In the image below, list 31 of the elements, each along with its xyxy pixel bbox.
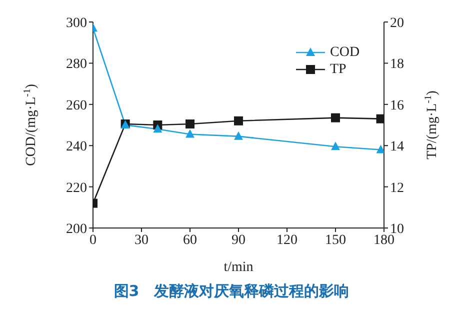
point bbox=[331, 142, 340, 150]
point bbox=[376, 114, 384, 124]
x-tick-label: 120 bbox=[276, 232, 298, 248]
x-axis-title: t/min bbox=[224, 260, 254, 275]
text: 图3 发酵液对厌氧释磷过程的影响 bbox=[112, 282, 350, 301]
y-tick-label: 300 bbox=[66, 16, 87, 31]
y2-tick-label: 16 bbox=[390, 98, 404, 114]
y-tick-label: 260 bbox=[66, 98, 87, 114]
y2-tick-label: 18 bbox=[390, 57, 404, 72]
point bbox=[153, 124, 162, 133]
x-tick-label: 60 bbox=[183, 232, 197, 248]
point bbox=[331, 113, 340, 122]
y-tick-label: 240 bbox=[66, 140, 87, 155]
legend-label: COD bbox=[330, 45, 360, 60]
y2-tick-label: 14 bbox=[390, 140, 404, 155]
point bbox=[234, 131, 243, 140]
x-tick-label: 180 bbox=[374, 232, 394, 248]
point bbox=[186, 119, 194, 128]
legend-label: TP bbox=[330, 62, 346, 77]
y2-tick-label: 20 bbox=[390, 16, 404, 31]
y-tick-label: 280 bbox=[66, 57, 87, 72]
x-tick-label: 30 bbox=[134, 232, 148, 248]
y-tick-label: 220 bbox=[66, 180, 87, 196]
y2-tick-label: 12 bbox=[390, 180, 404, 196]
point bbox=[376, 144, 384, 154]
x-tick-label: 0 bbox=[90, 232, 96, 248]
x-tick-label: 90 bbox=[232, 232, 246, 248]
y-tick-label: 200 bbox=[66, 222, 87, 237]
point bbox=[186, 129, 194, 138]
x-tick-label: 150 bbox=[325, 232, 346, 248]
point bbox=[234, 116, 243, 126]
